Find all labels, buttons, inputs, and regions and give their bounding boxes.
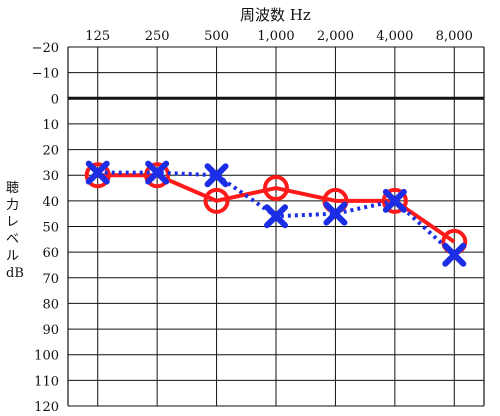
y-tick-label: 60	[42, 246, 59, 261]
x-tick-label: 4,000	[376, 29, 413, 44]
x-tick-label: 2,000	[317, 29, 354, 44]
y-tick-label: 80	[42, 297, 59, 312]
cross-marker	[145, 160, 170, 185]
y-tick-label: 110	[34, 374, 59, 389]
y-tick-label: 20	[42, 144, 59, 159]
circle-marker	[144, 162, 171, 189]
y-tick-label: 50	[42, 221, 59, 236]
series	[84, 160, 468, 267]
circle-marker	[263, 175, 289, 202]
y-tick-label: 70	[42, 272, 59, 287]
x-tick-label: 125	[85, 29, 110, 44]
y-tick-label: 40	[42, 195, 59, 210]
circle-marker	[381, 187, 408, 214]
y-tick-label: 0	[51, 92, 59, 107]
y-tick-labels: −20 −10 0 10 20 30 40 50 60 70 80 90 100 110 120	[32, 41, 59, 415]
cross-marker	[323, 201, 348, 226]
cross-marker	[442, 242, 467, 267]
y-tick-label: 120	[34, 400, 59, 415]
y-tick-label: −20	[32, 41, 59, 56]
x-tick-labels: 125 250 500 1,000 2,000 4,000 8,000	[85, 29, 473, 44]
x-tick-label: 1,000	[257, 29, 294, 44]
grid	[67, 46, 485, 407]
y-tick-label: 30	[42, 169, 59, 184]
x-tick-label: 500	[204, 29, 229, 44]
y-tick-label: 90	[42, 323, 59, 338]
y-tick-label: 10	[42, 118, 59, 133]
circle-marker	[84, 162, 111, 189]
cross-marker	[204, 163, 229, 188]
y-tick-label: −10	[32, 67, 59, 82]
cross-marker	[382, 188, 407, 213]
y-axis-title: 聴力レベル dB	[6, 181, 24, 281]
series-cross	[85, 160, 467, 267]
x-tick-label: 8,000	[436, 29, 473, 44]
x-tick-label: 250	[145, 29, 170, 44]
x-axis-title: 周波数 Hz	[240, 6, 311, 24]
cross-marker	[264, 204, 288, 229]
y-tick-label: 100	[34, 349, 59, 364]
circle-marker	[203, 187, 230, 214]
cross-marker	[85, 160, 110, 185]
